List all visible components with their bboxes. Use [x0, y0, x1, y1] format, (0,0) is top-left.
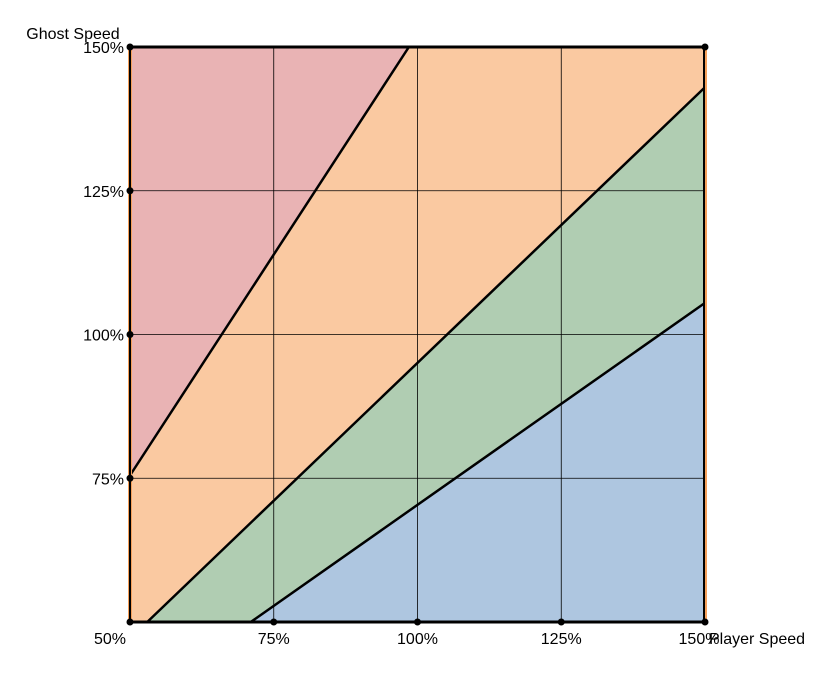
y-tick-dot-3	[126, 187, 134, 195]
y-tick-label-2: 100%	[83, 328, 124, 345]
x-tick-label-3: 100%	[397, 631, 438, 648]
y-tick-label-4: 150%	[83, 40, 124, 57]
x-tick-dot-1	[126, 618, 134, 626]
y-tick-label-1: 75%	[92, 471, 124, 488]
x-tick-dot-2	[270, 618, 278, 626]
boundary-line-3	[249, 301, 707, 624]
y-axis-label: Ghost Speed	[26, 26, 119, 43]
x-tick-label-4: 125%	[541, 631, 582, 648]
x-tick-label-1: 50%	[94, 631, 126, 648]
y-tick-dot-2	[126, 331, 134, 338]
boundary-line-2	[146, 86, 707, 624]
y-tick-dot-4	[126, 43, 134, 51]
x-tick-dot-5	[701, 618, 709, 626]
x-tick-label-5: 150%	[679, 631, 720, 648]
corner-dot-top-right	[701, 43, 709, 51]
x-axis-label: Player Speed	[709, 631, 805, 648]
tick-labels-layer: 50% 75% 100% 125% 150% 75% 100% 125% 150%	[83, 40, 719, 648]
tick-dots-layer	[126, 43, 709, 626]
x-tick-dot-4	[557, 618, 565, 626]
x-tick-label-2: 75%	[258, 631, 290, 648]
y-tick-dot-1	[126, 474, 134, 482]
boundary-line-1	[128, 45, 411, 477]
y-tick-label-3: 125%	[83, 184, 124, 201]
boundary-lines-layer	[128, 45, 707, 624]
x-tick-dot-3	[414, 618, 421, 626]
